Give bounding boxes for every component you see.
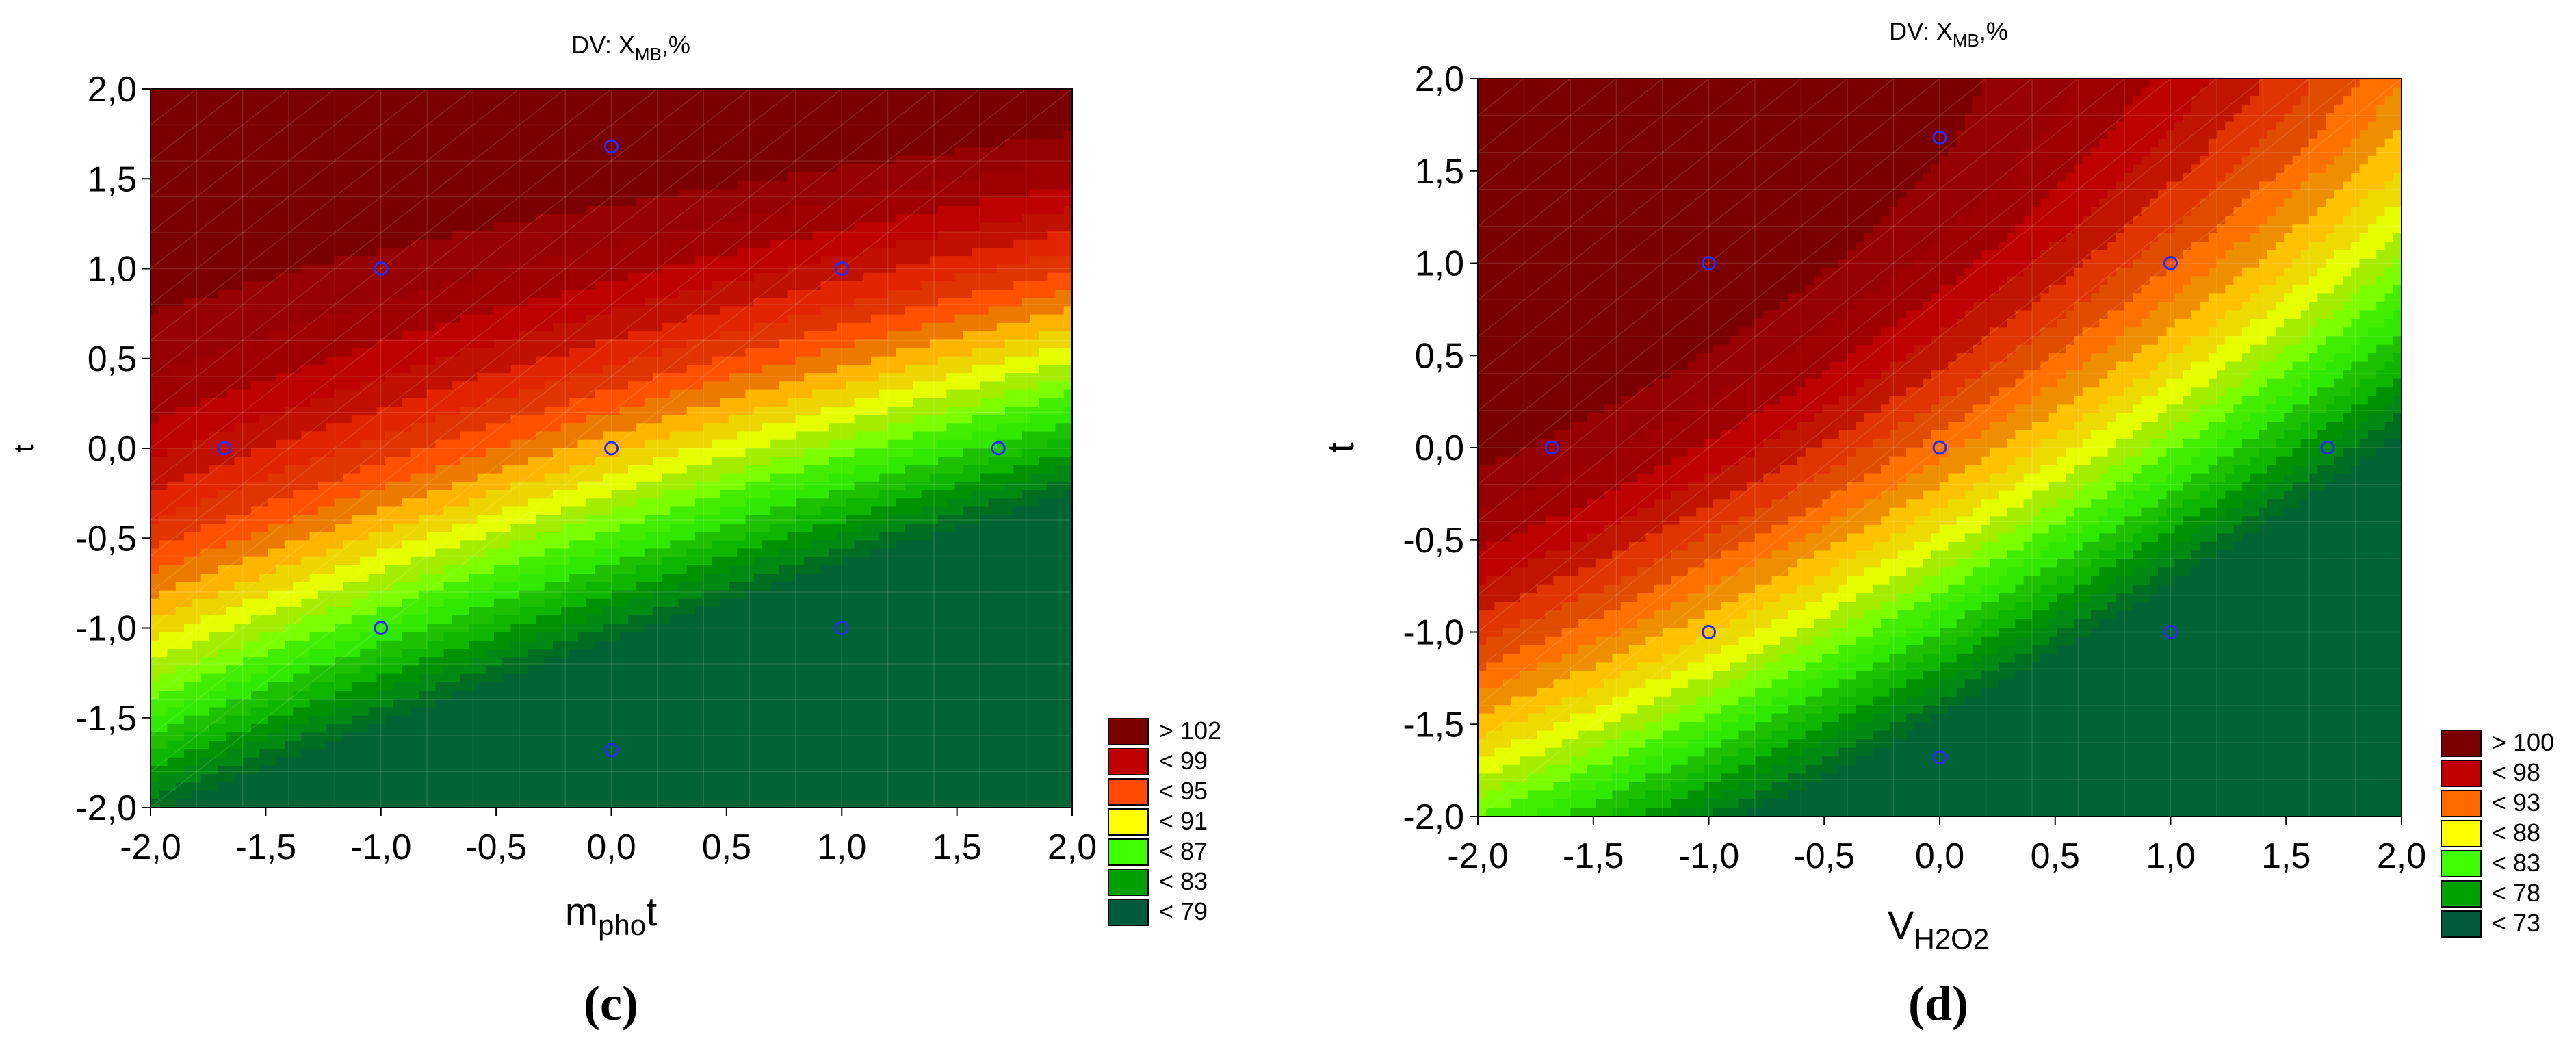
x-tick-label: 0,0	[586, 827, 636, 867]
x-tick-label: 1,5	[932, 827, 981, 867]
y-tick-label: 1,0	[1415, 244, 1464, 284]
legend: > 102< 99< 95< 91< 87< 83< 79	[1108, 717, 1221, 926]
design-point	[1932, 750, 1947, 765]
y-tick-label: 0,5	[88, 339, 137, 379]
y-tick-label: 2,0	[88, 70, 137, 110]
legend-swatch	[2441, 910, 2482, 938]
x-tick-label: -0,5	[465, 827, 527, 867]
design-point	[2163, 625, 2178, 639]
design-point	[1932, 130, 1947, 145]
x-tick-label: -1,5	[1563, 836, 1624, 876]
y-tick-label: 0,0	[88, 429, 137, 469]
legend-swatch	[2441, 730, 2482, 757]
legend-swatch	[1108, 808, 1149, 836]
legend-label: < 93	[2492, 788, 2540, 817]
design-point	[217, 441, 232, 456]
panel-label: (d)	[1908, 976, 1968, 1031]
contour-field	[1478, 79, 2402, 817]
chart-panel-2: -2,0 -1,5 -1,0 -0,5 0,0 0,5 1,0 1,5 2,0 -2,0 -1,5 -…	[1318, 17, 2554, 1031]
design-point	[604, 139, 619, 154]
y-tick-label: 0,0	[1415, 428, 1464, 468]
legend-label: > 102	[1159, 717, 1221, 745]
legend-label: < 73	[2492, 909, 2540, 937]
x-tick-label: 0,0	[1915, 836, 1964, 876]
design-point	[374, 621, 389, 635]
y-tick-label: -2,0	[75, 788, 137, 828]
x-tick-label: 1,5	[2261, 836, 2311, 876]
legend-swatch	[2441, 880, 2482, 908]
y-tick-label: -1,0	[1403, 613, 1464, 653]
design-point	[2320, 440, 2335, 455]
legend-swatch	[1108, 748, 1149, 775]
design-point	[834, 621, 849, 635]
x-tick-label: -1,0	[350, 827, 412, 867]
legend-label: < 99	[1159, 747, 1208, 775]
panel-label: (c)	[584, 976, 638, 1031]
legend-label: < 95	[1159, 777, 1208, 805]
legend-label: < 79	[1159, 897, 1208, 925]
chart-title: DV: XMB,%	[571, 31, 690, 64]
design-point	[374, 261, 389, 276]
design-point	[991, 441, 1006, 456]
y-axis-label: t	[9, 444, 39, 452]
y-tick-label: -1,5	[75, 699, 137, 738]
x-tick-label: -1,5	[235, 827, 297, 867]
design-point	[1702, 625, 1716, 639]
chart-panel-1: -2,0 -1,5 -1,0 -0,5 0,0 0,5 1,0 1,5 2,0 -2,0 -1,5 -…	[9, 31, 1221, 1031]
y-tick-label: 2,0	[1415, 60, 1464, 99]
legend-swatch	[1108, 869, 1149, 896]
design-point	[1702, 256, 1716, 270]
x-tick-label: 1,0	[2146, 836, 2195, 876]
design-point	[604, 743, 619, 758]
x-tick-label: 0,5	[2031, 836, 2080, 876]
x-axis-label: VH2O2	[1888, 903, 1989, 955]
legend-label: < 78	[2492, 879, 2540, 907]
surface-mesh	[1477, 78, 2402, 817]
x-tick-label: -2,0	[120, 827, 181, 867]
x-tick-label: -0,5	[1793, 836, 1855, 876]
legend: > 100< 98< 93< 88< 83< 78< 73	[2441, 728, 2554, 938]
legend-label: < 91	[1159, 807, 1208, 835]
x-tick-label: 2,0	[1048, 827, 1097, 867]
y-tick-label: 0,5	[1415, 336, 1464, 376]
x-tick-label: -1,0	[1678, 836, 1740, 876]
design-point	[2163, 256, 2178, 270]
y-tick-label: 1,5	[88, 159, 137, 199]
x-tick-label: -2,0	[1447, 836, 1509, 876]
legend-label: < 87	[1159, 837, 1208, 865]
surface-mesh	[150, 88, 1073, 808]
x-tick-label: 2,0	[2377, 836, 2426, 876]
design-point	[834, 261, 849, 276]
x-tick-label: 1,0	[817, 827, 866, 867]
y-tick-label: -0,5	[75, 519, 137, 558]
y-tick-label: -1,0	[75, 609, 137, 649]
y-tick-label: 1,0	[88, 250, 137, 290]
design-point	[1932, 440, 1947, 455]
legend-label: > 100	[2492, 728, 2554, 756]
y-axis-label: t	[1318, 442, 1362, 453]
chart-title: DV: XMB,%	[1889, 17, 2008, 51]
legend-label: < 83	[2492, 849, 2540, 877]
legend-swatch	[1108, 718, 1149, 745]
legend-swatch	[2441, 820, 2482, 847]
legend-swatch	[1108, 778, 1149, 806]
y-tick-label: 1,5	[1415, 152, 1464, 192]
legend-label: < 83	[1159, 867, 1208, 895]
y-tick-label: -2,0	[1403, 797, 1464, 837]
legend-swatch	[2441, 760, 2482, 787]
y-tick-label: -1,5	[1403, 705, 1464, 745]
legend-swatch	[1108, 838, 1149, 866]
x-tick-label: 0,5	[702, 827, 751, 867]
legend-swatch	[2441, 850, 2482, 877]
contour-field	[151, 89, 1073, 808]
design-point	[1544, 440, 1559, 455]
legend-swatch	[1108, 899, 1149, 926]
legend-label: < 98	[2492, 758, 2540, 786]
legend-swatch	[2441, 790, 2482, 817]
legend-label: < 88	[2492, 819, 2540, 847]
design-point	[604, 441, 619, 456]
y-tick-label: -0,5	[1403, 521, 1464, 561]
x-axis-label: mphot	[565, 890, 658, 941]
